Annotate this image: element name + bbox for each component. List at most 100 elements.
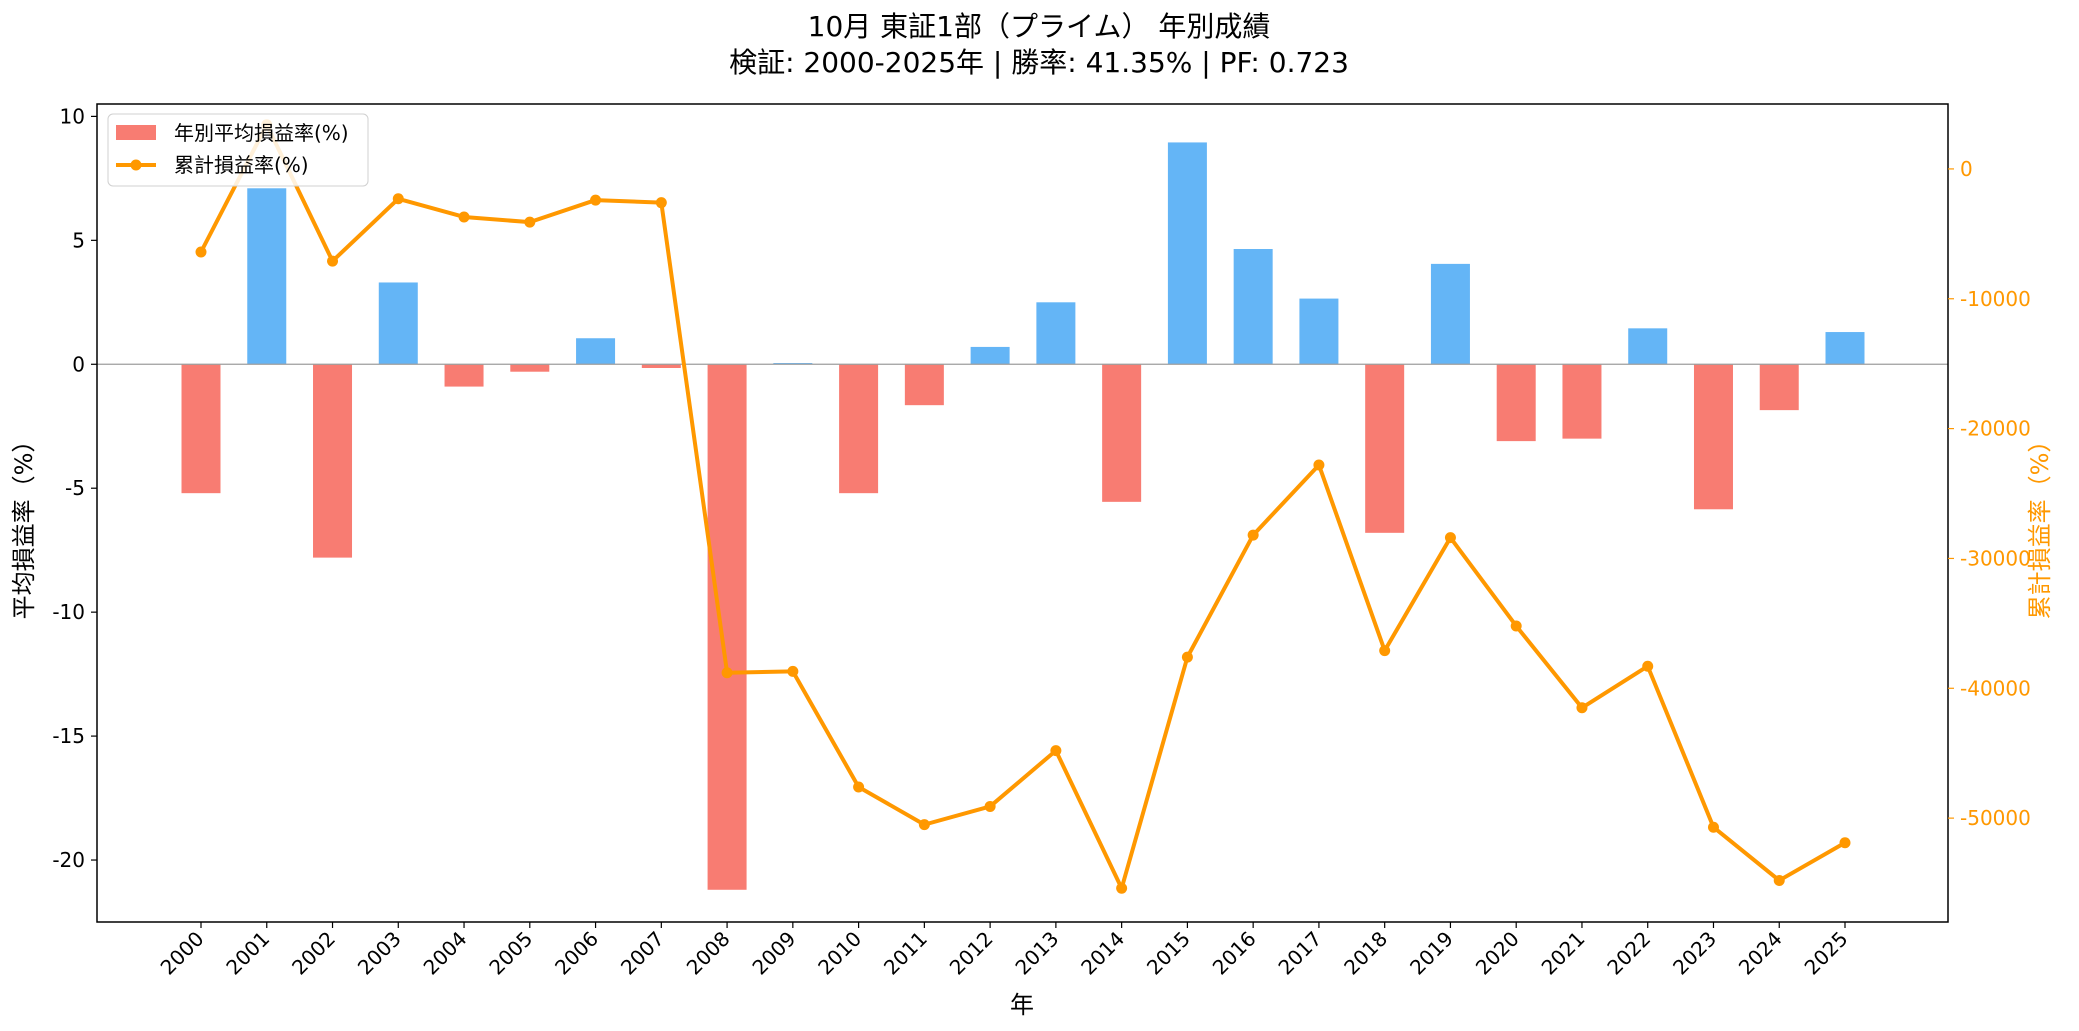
x-axis-label: 年 <box>1010 991 1034 1019</box>
cumulative-point-2018 <box>1379 645 1391 657</box>
bar-2003 <box>378 282 418 365</box>
cumulative-point-2020 <box>1510 620 1522 632</box>
legend-line-marker <box>130 159 142 171</box>
legend-bar-swatch <box>116 125 156 140</box>
bar-2015 <box>1167 142 1207 365</box>
x-tick-label: 2007 <box>616 927 669 980</box>
cumulative-point-2022 <box>1642 660 1654 672</box>
cumulative-point-2019 <box>1444 532 1456 544</box>
x-tick-label: 2009 <box>747 927 800 980</box>
bar-2005 <box>510 364 550 372</box>
x-tick-label: 2015 <box>1142 927 1195 980</box>
bar-2006 <box>576 338 616 365</box>
bar-2018 <box>1365 364 1405 533</box>
bar-2009 <box>773 363 813 365</box>
bar-2019 <box>1430 263 1470 365</box>
bar-2025 <box>1825 332 1865 365</box>
x-tick-label: 2006 <box>550 927 603 980</box>
cumulative-point-2023 <box>1707 821 1719 833</box>
y-tick-label: -20 <box>52 848 85 872</box>
cumulative-point-2005 <box>524 216 536 228</box>
cumulative-point-2012 <box>984 800 996 812</box>
bar-2007 <box>641 364 681 368</box>
x-tick-label: 2025 <box>1800 927 1853 980</box>
bar-2001 <box>247 188 287 365</box>
x-tick-label: 2017 <box>1273 927 1326 980</box>
bar-2013 <box>1036 302 1076 365</box>
cumulative-point-2007 <box>655 197 667 209</box>
legend-frame <box>107 113 369 187</box>
bar-2022 <box>1628 328 1668 365</box>
bar-2014 <box>1102 364 1142 502</box>
bar-2021 <box>1562 364 1602 439</box>
bar-2017 <box>1299 298 1339 365</box>
bar-2020 <box>1496 364 1536 442</box>
cumulative-point-2015 <box>1181 651 1193 663</box>
chart-subtitle: 検証: 2000-2025年 | 勝率: 41.35% | PF: 0.723 <box>729 46 1349 79</box>
y2-tick-label: -20000 <box>1960 417 2031 441</box>
x-tick-label: 2012 <box>945 927 998 980</box>
x-tick-label: 2013 <box>1010 927 1063 980</box>
cumulative-point-2006 <box>590 194 602 206</box>
cumulative-point-2008 <box>721 667 733 679</box>
cumulative-point-2024 <box>1773 874 1785 886</box>
cumulative-point-2021 <box>1576 702 1588 714</box>
cumulative-point-2016 <box>1247 529 1259 541</box>
legend-line-label: 累計損益率(%) <box>174 153 309 177</box>
y-tick-label: -15 <box>52 724 85 748</box>
cumulative-point-2002 <box>327 255 339 267</box>
chart-title: 10月 東証1部（プライム） 年別成績 <box>808 10 1271 43</box>
bar-2011 <box>904 364 944 406</box>
x-tick-label: 2010 <box>813 927 866 980</box>
x-tick-label: 2023 <box>1668 927 1721 980</box>
bar-2008 <box>707 364 747 890</box>
cumulative-point-2010 <box>853 781 865 793</box>
cumulative-point-2000 <box>195 246 207 258</box>
bar-2002 <box>313 364 353 558</box>
plot-frame <box>96 103 1949 923</box>
y-tick-label: -10 <box>52 600 85 624</box>
cumulative-point-2014 <box>1116 882 1128 894</box>
cumulative-point-2025 <box>1839 837 1851 849</box>
x-tick-label: 2011 <box>879 927 932 980</box>
bar-2004 <box>444 364 484 387</box>
bar-2012 <box>970 346 1010 365</box>
y-tick-label: 0 <box>72 352 85 376</box>
x-tick-label: 2005 <box>484 927 537 980</box>
x-tick-label: 2002 <box>287 927 340 980</box>
cumulative-point-2003 <box>392 193 404 205</box>
y-tick-label: 10 <box>60 104 85 128</box>
x-tick-label: 2004 <box>419 927 472 980</box>
y2-tick-label: 0 <box>1960 157 1973 181</box>
x-tick-label: 2000 <box>156 927 209 980</box>
y2-tick-label: -50000 <box>1960 806 2031 830</box>
legend: 年別平均損益率(%) 累計損益率(%) <box>107 113 369 187</box>
y-axis-label: 平均損益率（%） <box>10 429 38 620</box>
x-tick-label: 2008 <box>682 927 735 980</box>
bar-2024 <box>1759 364 1799 411</box>
legend-bar-label: 年別平均損益率(%) <box>174 121 349 145</box>
x-tick-label: 2016 <box>1208 927 1261 980</box>
x-tick-label: 2018 <box>1339 927 1392 980</box>
bar-2023 <box>1693 364 1733 510</box>
x-tick-label: 2020 <box>1471 927 1524 980</box>
line-layer <box>195 119 1851 894</box>
y-tick-label: 5 <box>72 228 85 252</box>
bar-2016 <box>1233 249 1273 365</box>
x-tick-label: 2024 <box>1734 927 1787 980</box>
axes-layer <box>96 103 1949 923</box>
x-tick-label: 2003 <box>353 927 406 980</box>
x-tick-label: 2001 <box>221 927 274 980</box>
bar-2000 <box>181 364 221 494</box>
y-tick-label: -5 <box>65 476 85 500</box>
cumulative-point-2017 <box>1313 459 1325 471</box>
y2-tick-label: -30000 <box>1960 546 2031 570</box>
cumulative-line <box>199 122 1846 891</box>
x-tick-label: 2014 <box>1076 927 1129 980</box>
bar-2010 <box>839 364 879 494</box>
cumulative-point-2009 <box>787 665 799 677</box>
cumulative-point-2011 <box>918 819 930 831</box>
y2-tick-label: -40000 <box>1960 676 2031 700</box>
x-tick-label: 2019 <box>1405 927 1458 980</box>
